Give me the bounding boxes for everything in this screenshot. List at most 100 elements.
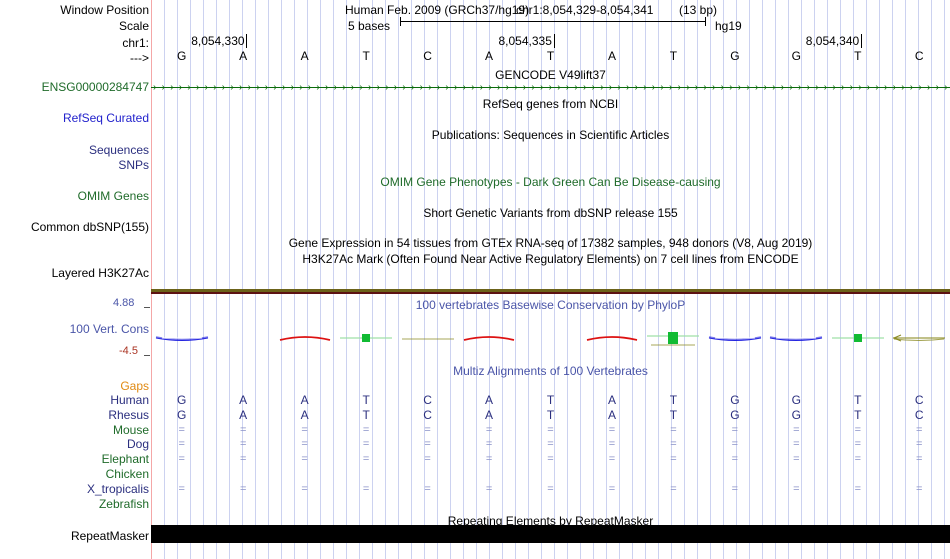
multiz-unaligned-marker: = bbox=[239, 423, 247, 436]
scale-bar-tick-left bbox=[400, 17, 401, 26]
phylop-bar bbox=[461, 326, 517, 350]
multiz-unaligned-marker: = bbox=[178, 482, 185, 495]
row-label-common-dbsnp[interactable]: Common dbSNP(155) bbox=[30, 220, 149, 234]
gridline bbox=[775, 0, 776, 559]
gencode-strand-arrow-icon: › bbox=[574, 82, 578, 93]
gridline bbox=[398, 0, 399, 559]
row-label-omim-genes[interactable]: OMIM Genes bbox=[77, 189, 149, 203]
gencode-strand-arrow-icon: › bbox=[660, 82, 664, 93]
multiz-unaligned-marker: = bbox=[731, 453, 739, 466]
gencode-strand-arrow-icon: › bbox=[875, 82, 879, 93]
gridline bbox=[164, 0, 165, 559]
gencode-transcript-axis bbox=[151, 87, 950, 88]
multiz-base: T bbox=[362, 393, 370, 407]
gridline bbox=[541, 0, 542, 559]
gencode-strand-arrow-icon: › bbox=[505, 82, 509, 93]
gridline bbox=[554, 0, 555, 559]
multiz-unaligned-marker: = bbox=[608, 482, 616, 495]
reference-base: T bbox=[669, 49, 678, 63]
gridline bbox=[866, 0, 867, 559]
multiz-base: T bbox=[669, 407, 678, 422]
gencode-strand-arrow-icon: › bbox=[815, 82, 819, 93]
gencode-strand-arrow-icon: › bbox=[239, 82, 243, 93]
gridline bbox=[710, 0, 711, 559]
row-label-species-dog[interactable]: Dog bbox=[126, 437, 149, 452]
gencode-strand-arrow-icon: › bbox=[703, 82, 707, 93]
multiz-unaligned-marker: = bbox=[362, 438, 370, 451]
row-label-species-mouse[interactable]: Mouse bbox=[112, 422, 149, 437]
phylop-bar bbox=[891, 326, 947, 350]
gencode-strand-arrow-icon: › bbox=[540, 82, 544, 93]
reference-base: A bbox=[300, 49, 309, 63]
phylop-bar bbox=[154, 326, 210, 350]
row-label-species-rhesus[interactable]: Rhesus bbox=[108, 407, 149, 422]
phylop-bar bbox=[277, 326, 333, 350]
row-label-layered-h3k27ac[interactable]: Layered H3K27Ac bbox=[51, 266, 149, 280]
h3k27ac-baseline-olive bbox=[151, 289, 950, 292]
multiz-row-dog[interactable]: = = = = = = = = = = = = = bbox=[151, 438, 950, 450]
row-label-species-x_tropicalis[interactable]: X_tropicalis bbox=[86, 481, 149, 496]
row-label-cons-track[interactable]: 100 Vert. Cons bbox=[69, 322, 149, 336]
reference-base: A bbox=[607, 49, 616, 63]
multiz-base: T bbox=[854, 393, 862, 407]
row-label-repeatmasker[interactable]: RepeatMasker bbox=[70, 529, 149, 543]
position-label[interactable]: chr1:8,054,329-8,054,341 bbox=[516, 3, 654, 17]
row-label-chrom: chr1: bbox=[122, 36, 149, 50]
phylop-conservation-plot[interactable] bbox=[151, 300, 950, 358]
gridline bbox=[281, 0, 282, 559]
row-label-species-zebrafish[interactable]: Zebrafish bbox=[98, 496, 149, 511]
phylop-bar bbox=[645, 326, 701, 350]
gridline bbox=[177, 0, 178, 559]
multiz-unaligned-marker: = bbox=[301, 438, 308, 451]
row-label-species-elephant[interactable]: Elephant bbox=[101, 452, 149, 467]
row-label-species-chicken[interactable]: Chicken bbox=[105, 467, 149, 481]
gencode-strand-arrow-icon: › bbox=[634, 82, 638, 93]
gridline bbox=[879, 0, 880, 559]
gencode-strand-arrow-icon: › bbox=[694, 82, 699, 93]
gencode-strand-arrow-icon: › bbox=[918, 82, 922, 93]
gencode-strand-arrow-icon: › bbox=[617, 82, 621, 93]
track-title-gencode: GENCODE V49lift37 bbox=[495, 68, 606, 82]
gencode-gene-label[interactable]: ENSG00000284747 bbox=[41, 80, 149, 94]
multiz-base: A bbox=[239, 393, 248, 407]
multiz-base: C bbox=[423, 407, 432, 422]
gencode-strand-arrow-icon: › bbox=[522, 82, 527, 93]
gridline bbox=[437, 0, 438, 559]
multiz-base: A bbox=[300, 393, 309, 407]
gencode-transcript-line[interactable]: › › › › › › › › › › › › › › › › › › › › › › › › › › › › › › › › › › › › › › › ›… bbox=[151, 82, 950, 93]
gencode-strand-arrow-icon: › bbox=[686, 82, 690, 93]
row-label-species-human[interactable]: Human bbox=[110, 393, 149, 407]
multiz-base: T bbox=[362, 407, 370, 422]
gencode-strand-arrow-icon: › bbox=[221, 82, 226, 93]
multiz-row-chicken[interactable] bbox=[151, 468, 950, 480]
multiz-row-elephant[interactable]: = = = = = = = = = = = = = bbox=[151, 453, 950, 465]
row-label-sequences[interactable]: Sequences bbox=[88, 143, 149, 157]
row-label-refseq-curated[interactable]: RefSeq Curated bbox=[62, 111, 149, 125]
repeatmasker-feature-bar[interactable] bbox=[151, 525, 950, 543]
multiz-row-zebrafish[interactable] bbox=[151, 498, 950, 510]
multiz-base: A bbox=[239, 407, 248, 422]
gridline bbox=[658, 0, 659, 559]
multiz-unaligned-marker: = bbox=[916, 423, 923, 436]
gridline bbox=[788, 0, 789, 559]
gridline bbox=[528, 0, 529, 559]
gencode-strand-arrow-icon: › bbox=[798, 82, 802, 93]
multiz-base: G bbox=[730, 407, 740, 422]
gencode-strand-arrow-icon: › bbox=[823, 82, 828, 93]
multiz-unaligned-marker: = bbox=[854, 423, 862, 436]
cons-axis-max-label: 4.88 bbox=[113, 297, 135, 309]
multiz-unaligned-marker: = bbox=[793, 438, 800, 451]
multiz-row-x_tropicalis[interactable]: = = = = = = = = = = = = = bbox=[151, 483, 950, 495]
gridline bbox=[684, 0, 685, 559]
h3k27ac-baseline-maroon bbox=[151, 292, 950, 294]
gencode-strand-arrow-icon: › bbox=[445, 82, 449, 93]
row-label-snps[interactable]: SNPs bbox=[118, 158, 149, 172]
multiz-row-mouse[interactable]: = = = = = = = = = = = = = bbox=[151, 424, 950, 436]
row-label-gaps[interactable]: Gaps bbox=[120, 379, 149, 393]
multiz-unaligned-marker: = bbox=[670, 482, 677, 495]
gencode-strand-arrow-icon: › bbox=[264, 82, 269, 93]
